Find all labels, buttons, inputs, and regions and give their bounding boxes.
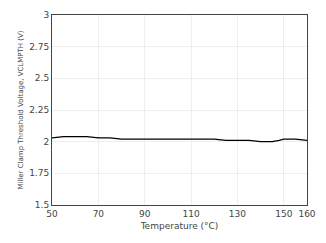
svg-text:2.25: 2.25	[29, 105, 49, 115]
svg-text:90: 90	[139, 209, 151, 219]
svg-text:150: 150	[275, 209, 292, 219]
svg-text:110: 110	[182, 209, 199, 219]
svg-text:1.5: 1.5	[35, 200, 49, 210]
svg-text:2.5: 2.5	[35, 73, 49, 83]
svg-text:130: 130	[229, 209, 246, 219]
svg-text:70: 70	[93, 209, 105, 219]
svg-text:1.75: 1.75	[29, 168, 49, 178]
svg-text:Temperature (°C): Temperature (°C)	[140, 221, 219, 231]
svg-text:3: 3	[43, 10, 49, 20]
svg-text:2: 2	[43, 137, 49, 147]
svg-text:160: 160	[298, 209, 315, 219]
svg-text:2.75: 2.75	[29, 42, 49, 52]
svg-text:Miller Clamp Threshold Voltage: Miller Clamp Threshold Voltage, VCLMPTH …	[17, 30, 25, 189]
svg-text:50: 50	[46, 209, 58, 219]
